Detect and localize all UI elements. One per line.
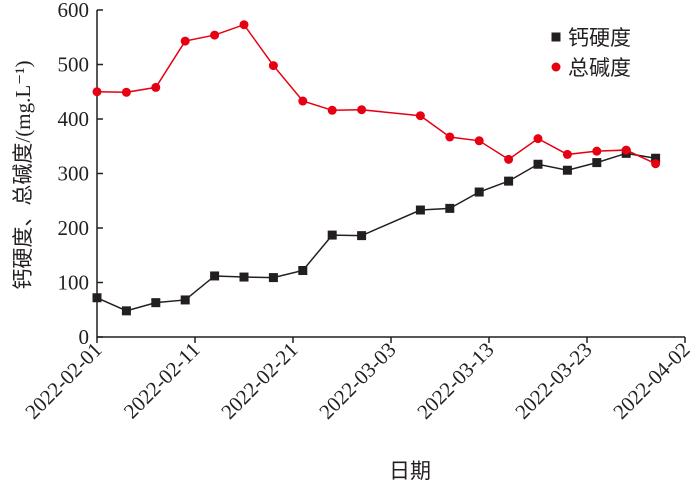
x-tick-label: 2022-02-21 xyxy=(216,338,302,424)
data-point xyxy=(474,136,484,146)
data-point xyxy=(445,132,455,142)
x-axis-label: 日期 xyxy=(389,459,431,483)
data-point xyxy=(651,159,661,169)
y-axis-label: 钙硬度、总碱度/(mg.L⁻¹) xyxy=(11,60,35,289)
data-point xyxy=(621,145,631,155)
data-point xyxy=(562,165,572,175)
data-point xyxy=(298,96,308,106)
data-point xyxy=(239,272,249,282)
data-point xyxy=(533,159,543,169)
data-point xyxy=(239,20,249,30)
x-tick-label: 2022-04-02 xyxy=(608,338,694,424)
data-point xyxy=(651,153,661,163)
x-tick-label: 2022-02-11 xyxy=(119,338,205,424)
data-point xyxy=(474,187,484,197)
data-point xyxy=(180,295,190,305)
y-tick-label: 500 xyxy=(58,53,90,77)
y-tick-label: 0 xyxy=(79,325,90,349)
data-point xyxy=(562,149,572,159)
data-point xyxy=(415,111,425,121)
data-point xyxy=(357,105,367,115)
data-point xyxy=(268,273,278,283)
data-point xyxy=(268,61,278,71)
data-point xyxy=(180,36,190,46)
data-point xyxy=(445,203,455,213)
y-tick-label: 400 xyxy=(58,107,90,131)
x-tick-label: 2022-03-23 xyxy=(510,338,596,424)
data-point xyxy=(357,231,367,241)
x-tick-label: 2022-03-13 xyxy=(412,338,498,424)
data-point xyxy=(210,271,220,281)
x-tick-label: 2022-03-03 xyxy=(314,338,400,424)
legend-marker xyxy=(551,62,561,72)
data-point xyxy=(210,30,220,40)
data-point xyxy=(504,154,514,164)
y-tick-label: 600 xyxy=(58,0,90,22)
y-tick-label: 200 xyxy=(58,216,90,240)
data-point xyxy=(327,230,337,240)
data-point xyxy=(92,87,102,97)
legend-label: 总碱度 xyxy=(568,56,631,80)
data-point xyxy=(415,205,425,215)
data-point xyxy=(592,158,602,168)
x-tick-label: 2022-02-01 xyxy=(20,338,106,424)
series-line xyxy=(96,152,656,312)
data-point xyxy=(121,87,131,97)
legend-marker xyxy=(551,32,561,42)
data-point xyxy=(151,82,161,92)
data-point xyxy=(92,293,102,303)
y-tick-label: 300 xyxy=(58,162,90,186)
data-point xyxy=(504,176,514,186)
data-point xyxy=(533,134,543,144)
data-point xyxy=(298,266,308,276)
legend-label: 钙硬度 xyxy=(568,26,631,50)
y-tick-label: 100 xyxy=(58,271,90,295)
data-point xyxy=(592,146,602,156)
data-point xyxy=(327,105,337,115)
data-point xyxy=(121,306,131,316)
data-point xyxy=(151,298,161,308)
